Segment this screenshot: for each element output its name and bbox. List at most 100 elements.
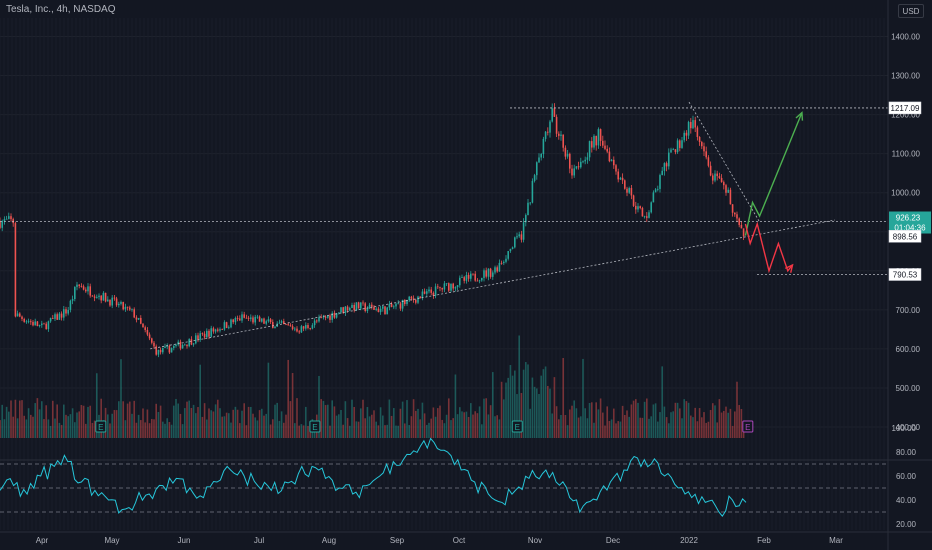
candle-body <box>584 159 586 162</box>
volume-bar <box>709 409 712 438</box>
volume-bar <box>613 408 615 438</box>
volume-bar <box>353 406 355 438</box>
candle-body <box>729 189 732 205</box>
candle-body <box>159 349 162 353</box>
candle-body <box>668 152 670 167</box>
volume-bar <box>531 377 534 438</box>
volume-bar <box>452 418 454 438</box>
volume-bar <box>588 402 591 438</box>
candle-body <box>635 205 637 210</box>
candle-body <box>639 206 641 209</box>
volume-bar <box>140 420 142 438</box>
candle-body <box>309 327 311 329</box>
candle-body <box>221 329 223 330</box>
candle-body <box>74 286 76 300</box>
candle-body <box>135 317 138 320</box>
volume-bar <box>685 401 688 438</box>
candle-body <box>58 313 61 320</box>
candle-body <box>65 309 67 314</box>
time-tick-label: Jun <box>178 536 191 545</box>
volume-bar <box>129 401 131 438</box>
candle-body <box>681 140 683 148</box>
volume-bar <box>518 335 520 438</box>
candle-body <box>659 175 661 189</box>
candle-body <box>122 301 124 310</box>
volume-bar <box>12 416 14 438</box>
candle-body <box>454 287 457 289</box>
volume-bar <box>60 424 63 438</box>
volume-bar <box>474 411 476 438</box>
candle-body <box>716 173 718 177</box>
candle-body <box>195 335 197 344</box>
volume-bar <box>408 425 410 438</box>
candle-body <box>27 321 30 323</box>
candle-body <box>538 157 540 163</box>
candle-body <box>234 318 237 323</box>
candle-body <box>109 299 111 306</box>
candle-body <box>606 148 608 152</box>
candle-body <box>184 344 186 346</box>
candle-body <box>685 132 688 136</box>
earnings-marker[interactable]: E <box>309 420 321 433</box>
volume-bar <box>21 400 23 438</box>
volume-bar <box>175 398 177 438</box>
candle-body <box>181 344 184 349</box>
candle-body <box>368 304 371 309</box>
candle-body <box>107 299 109 302</box>
volume-bar <box>696 421 699 438</box>
volume-bar <box>368 416 371 438</box>
candle-body <box>320 317 322 319</box>
candle-body <box>162 347 164 353</box>
volume-bar <box>166 418 168 438</box>
volume-bar <box>30 414 32 438</box>
candle-body <box>296 328 298 332</box>
currency-button[interactable]: USD <box>898 4 924 18</box>
candle-body <box>186 344 188 347</box>
rsi-panel <box>0 437 932 517</box>
volume-bar <box>208 408 210 438</box>
volume-bar <box>265 413 267 438</box>
candle-body <box>478 280 481 282</box>
volume-bar <box>439 405 441 438</box>
projection-up <box>744 112 803 236</box>
candle-body <box>247 317 250 319</box>
candle-body <box>313 320 316 326</box>
earnings-marker[interactable]: E <box>742 420 754 433</box>
volume-bar <box>219 408 221 438</box>
candle-body <box>410 296 413 299</box>
candle-body <box>417 296 419 303</box>
volume-bar <box>547 385 549 438</box>
volume-bar <box>630 404 633 438</box>
volume-bar <box>459 407 461 438</box>
volume-bar <box>267 362 270 438</box>
projection-arrowhead <box>795 111 804 121</box>
candle-body <box>272 322 274 329</box>
candle-body <box>219 329 221 331</box>
volume-bar <box>120 359 122 438</box>
volume-bar <box>399 408 402 438</box>
earnings-marker[interactable]: E <box>95 420 107 433</box>
candle-body <box>467 274 470 279</box>
candle-body <box>434 286 437 296</box>
volume-bar <box>228 413 230 438</box>
candle-body <box>650 202 652 213</box>
candle-body <box>256 316 259 318</box>
candle-body <box>566 153 569 157</box>
candle-body <box>60 313 63 318</box>
volume-bar <box>76 412 78 438</box>
candle-body <box>214 329 217 332</box>
candle-body <box>36 321 39 327</box>
volume-bar <box>16 418 19 438</box>
candle-body <box>166 345 168 347</box>
candle-body <box>335 313 338 318</box>
candle-body <box>78 284 80 286</box>
candle-body <box>232 319 234 323</box>
volume-bar <box>511 375 514 438</box>
candle-body <box>144 327 146 331</box>
candle-body <box>14 223 17 317</box>
volume-bar <box>707 421 710 438</box>
candle-body <box>470 273 472 279</box>
earnings-marker[interactable]: E <box>511 420 523 433</box>
